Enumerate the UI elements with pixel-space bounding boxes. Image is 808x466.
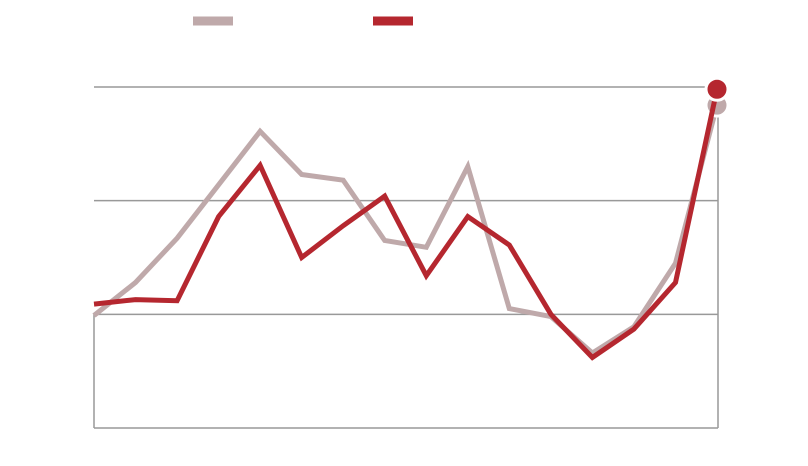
series-line xyxy=(92,104,720,357)
series-line xyxy=(93,88,720,361)
end-marker xyxy=(704,76,730,102)
